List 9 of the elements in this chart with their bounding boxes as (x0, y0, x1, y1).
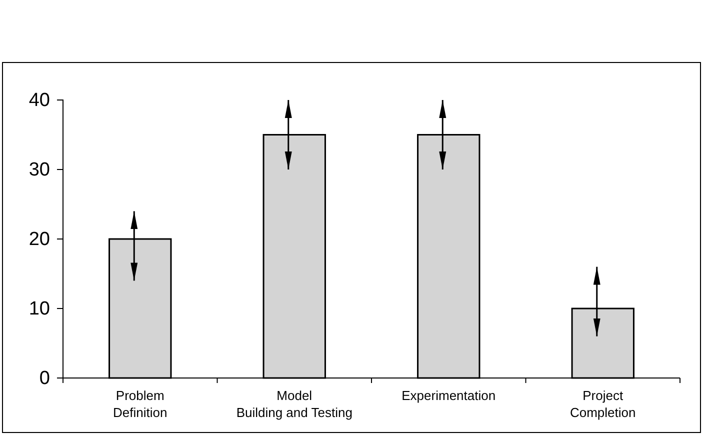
x-tick-label: Problem Definition (113, 388, 168, 420)
x-tick-label: Project Completion (570, 388, 636, 420)
x-tick-label: Experimentation (402, 388, 496, 403)
y-tick-label: 20 (28, 229, 50, 250)
y-tick-label: 0 (39, 368, 50, 390)
x-tick-label: Model Building and Testing (236, 388, 352, 420)
y-tick-label: 10 (28, 298, 50, 320)
y-tick-label: 40 (28, 90, 50, 112)
y-tick-label: 30 (28, 160, 50, 181)
